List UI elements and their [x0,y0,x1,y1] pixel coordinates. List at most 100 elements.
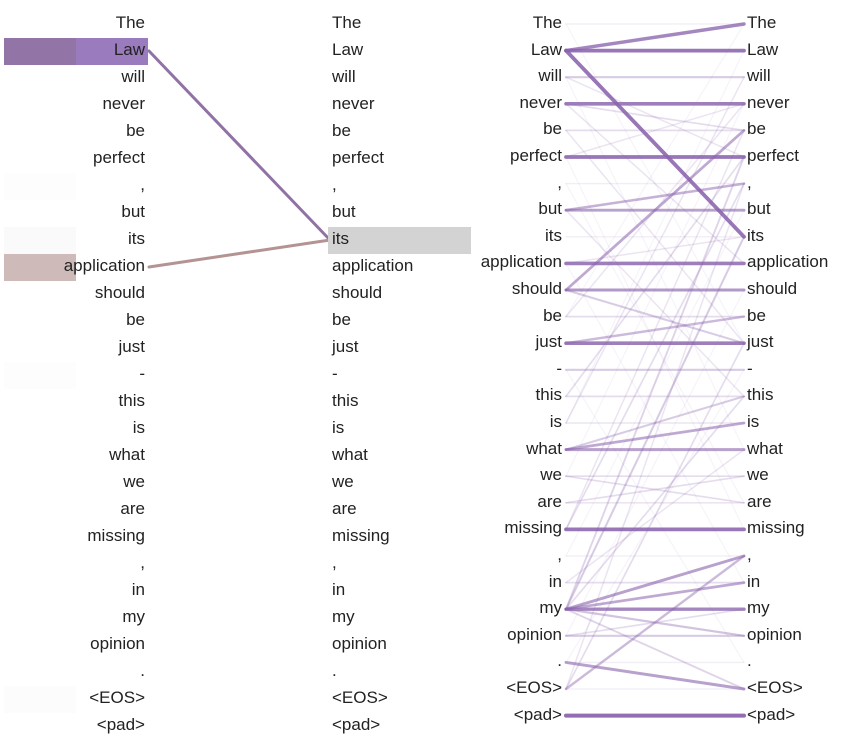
right-source-token: Law [530,39,562,59]
attention-link [565,103,745,265]
right-target-token: - [747,358,753,378]
right-target-token: The [747,13,777,32]
left-key-token: <EOS> [89,688,145,707]
left-key-token: but [121,202,145,221]
right-source-token: , [557,172,562,192]
attention-link [565,262,745,584]
right-source-token: my [539,598,562,618]
attention-link [564,315,746,345]
left-query-token: perfect [332,148,384,167]
right-source-token: its [545,225,562,245]
left-query-token: should [332,283,383,302]
right-target-token: , [747,545,752,564]
right-source-token: application [480,252,562,272]
attention-link [565,129,745,344]
left-query-token: <pad> [332,715,381,734]
right-source-token: - [556,358,562,378]
left-query-token: . [332,661,337,680]
right-target-token: just [747,332,774,352]
attention-link [564,22,746,53]
attention-link [565,156,745,611]
right-target-token: will [747,66,771,86]
right-target-token: application [747,252,829,272]
left-key-token: opinion [90,634,145,653]
left-query-token: its [332,229,349,248]
right-target-token: <pad> [747,704,796,724]
attention-key-swatch [4,38,76,65]
attention-value-swatch [76,38,148,65]
left-query-token: , [332,553,337,572]
left-key-token: will [121,67,145,86]
right-source-token: we [540,465,562,485]
right-target-token: be [747,119,766,139]
attention-key-swatch [4,686,76,713]
right-source-token: be [543,305,562,325]
left-query-token: , [332,175,337,194]
left-query-token: just [332,337,359,356]
left-query-token: never [332,94,375,113]
attention-link [565,209,745,557]
right-source-token: in [548,571,562,591]
right-target-token: be [747,305,766,325]
right-source-token: perfect [510,146,562,165]
attention-link [565,129,745,531]
attention-link [564,554,746,691]
left-key-token: . [140,661,145,680]
left-key-token: Law [113,40,145,59]
attention-key-swatch [4,173,76,200]
attention-link [565,209,745,398]
attention-link [565,182,745,531]
right-source-token: <EOS> [506,678,562,697]
right-target-token: but [747,199,771,219]
right-target-token: perfect [747,146,799,165]
attention-link [565,49,745,424]
left-key-token: - [139,364,145,383]
attention-link [565,369,745,664]
right-source-token: <pad> [513,704,562,724]
left-key-token: in [131,580,145,599]
left-query-token: but [332,202,356,221]
attention-link [564,129,746,292]
right-target-token: we [747,465,769,485]
right-target-token: this [747,385,774,405]
attention-link [565,76,745,451]
left-query-token: Law [332,40,364,59]
right-source-token: missing [504,518,562,538]
left-key-token: perfect [93,148,145,167]
attention-link [565,608,745,637]
attention-link [564,182,746,212]
attention-link [564,235,746,611]
left-key-token: The [115,13,145,32]
attention-link [564,48,746,239]
left-query-token: be [332,310,351,329]
left-key-token: what [109,445,145,464]
left-query-token: are [332,499,357,518]
left-key-token: , [140,175,145,194]
attention-key-swatch [4,254,76,281]
left-query-token: we [332,472,354,491]
right-source-token: . [557,651,562,671]
left-key-token: should [94,283,145,302]
right-source-token: what [526,438,562,458]
right-source-token: , [557,545,562,564]
attention-link [564,288,746,345]
attention-line [147,238,332,269]
left-query-token: be [332,121,351,140]
right-source-token: opinion [507,624,562,644]
left-query-token: <EOS> [332,688,388,707]
left-key-token: this [118,391,145,410]
attention-link [565,23,745,344]
attention-link [564,554,746,611]
attention-link [565,103,745,318]
left-query-token: will [332,67,356,86]
left-key-token: its [128,229,145,248]
right-source-token: be [543,119,562,139]
right-source-token: just [535,332,562,352]
right-source-token: The [532,13,562,32]
right-target-token: never [747,92,790,112]
attention-link [565,236,745,265]
attention-link [564,660,746,691]
right-target-token: is [747,412,760,431]
attention-link [565,76,745,424]
